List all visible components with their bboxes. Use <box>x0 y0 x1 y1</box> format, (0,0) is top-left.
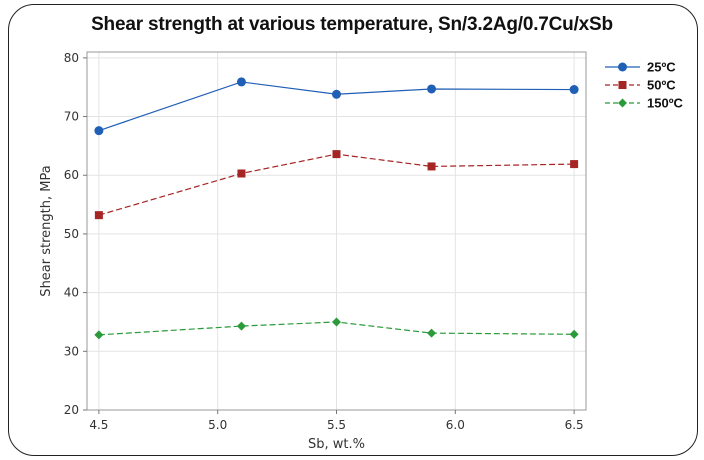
y-tick-label: 40 <box>64 286 79 300</box>
y-tick-label: 60 <box>64 168 79 182</box>
grid <box>87 52 586 411</box>
y-axis-label: Shear strength, MPa <box>39 165 54 296</box>
y-tick-label: 80 <box>64 51 79 65</box>
series-1-point <box>427 84 437 94</box>
y-tick-label: 50 <box>64 227 79 241</box>
x-tick-label: 5.0 <box>208 418 227 432</box>
series-1-legend-marker <box>618 62 627 72</box>
x-tick-label: 6.5 <box>565 418 584 432</box>
series-1-point <box>94 126 104 136</box>
series-3-legend-marker <box>618 98 627 108</box>
x-tick-label: 5.5 <box>327 418 346 432</box>
series-2-point <box>427 162 436 171</box>
series-2-legend-marker <box>618 81 627 89</box>
series-3-point <box>332 317 341 327</box>
series-2-legend-label: 50ºC <box>647 78 676 93</box>
series-1-point <box>332 89 341 99</box>
x-tick-label: 4.5 <box>89 418 108 432</box>
series-3-legend-label: 150ºC <box>647 96 683 111</box>
series-1-legend-label: 25ºC <box>647 60 676 75</box>
legend: 25ºC 50ºC 150ºC <box>605 60 683 111</box>
x-tick-label: 6.0 <box>446 418 465 432</box>
chart-title: Shear strength at various temperature, S… <box>91 14 613 35</box>
series-1-point <box>236 77 246 87</box>
ticks: 20 30 40 50 60 70 80 4.5 5.0 5.5 6.0 6.5 <box>64 51 584 432</box>
series-2-point <box>94 211 103 220</box>
y-tick-label: 20 <box>64 403 79 417</box>
series-3-point <box>94 330 104 340</box>
x-axis-label: Sb, wt.% <box>308 437 365 452</box>
series-3-point <box>236 321 246 331</box>
chart-frame <box>8 4 698 456</box>
y-tick-label: 30 <box>64 344 79 358</box>
series-2-point <box>237 169 246 178</box>
series-group <box>94 77 579 340</box>
y-tick-label: 70 <box>64 110 79 124</box>
series-1-point <box>569 85 579 95</box>
series-3-point <box>427 328 437 338</box>
series-2-point <box>570 160 579 169</box>
series-2-point <box>332 150 341 159</box>
series-3-point <box>569 329 579 339</box>
